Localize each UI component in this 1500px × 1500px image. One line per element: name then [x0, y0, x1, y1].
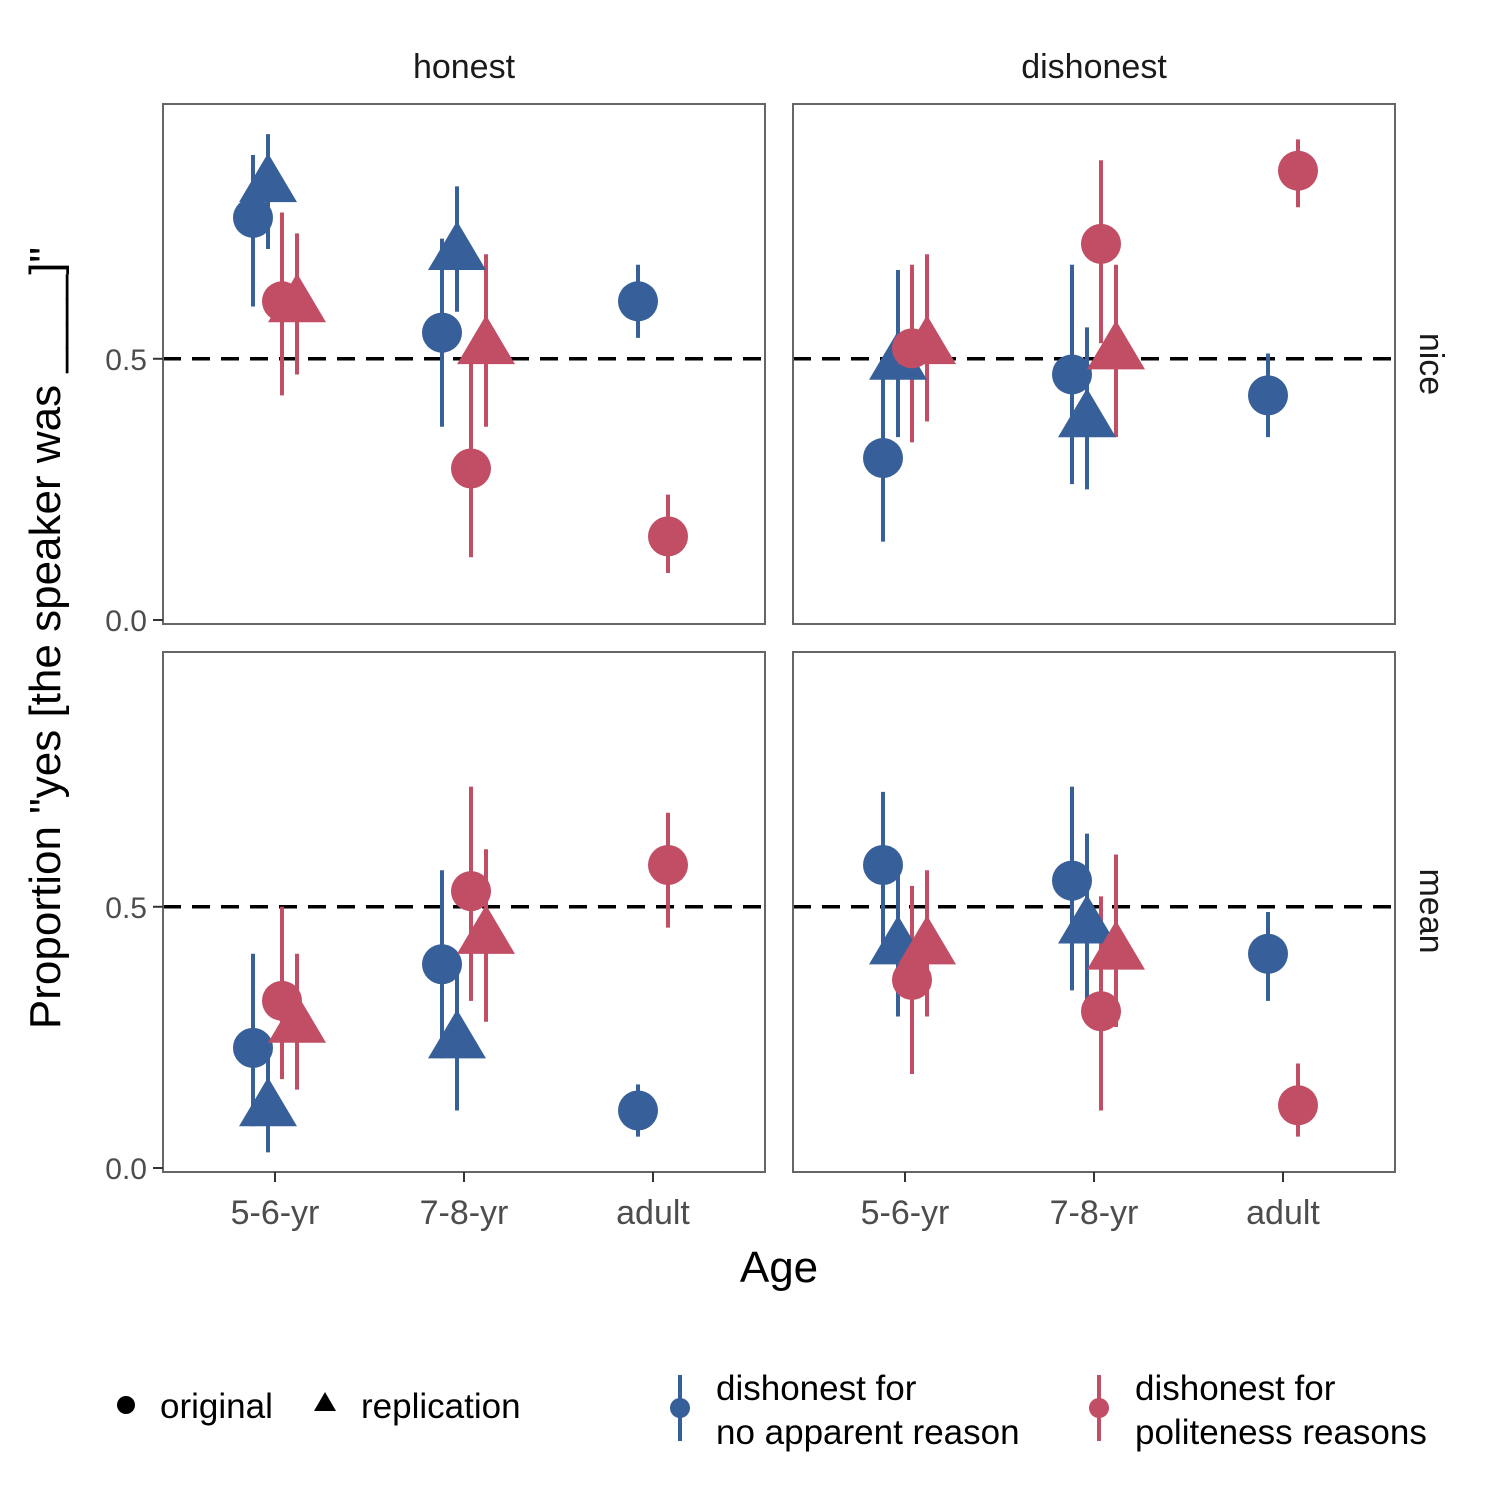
point-5-6-yr-np-original [233, 1027, 273, 1068]
x-axis-title: Age [740, 1243, 818, 1292]
x-tick-label-adult: adult [616, 1194, 690, 1232]
legend-circle-marker [117, 1396, 135, 1414]
legend-label-replication: replication [361, 1387, 521, 1426]
point-5-6-yr-pol-replication [268, 273, 326, 323]
point-5-6-yr-np-original [233, 197, 273, 238]
point-7-8-yr-np-replication [1058, 894, 1116, 944]
point-5-6-yr-pol-replication [268, 993, 326, 1043]
point-7-8-yr-np-original [1052, 860, 1092, 901]
point-adult-pol-original [1278, 150, 1318, 191]
panel-dishonest-nice [792, 103, 1396, 625]
panel-border [162, 103, 766, 625]
point-adult-np-original [618, 1090, 658, 1131]
y-axis-title: Proportion "yes [the speaker was ____]" [21, 247, 70, 1029]
point-7-8-yr-pol-original [1081, 223, 1121, 264]
point-5-6-yr-np-original [863, 438, 903, 479]
point-5-6-yr-pol-replication [898, 915, 956, 965]
point-7-8-yr-np-replication [428, 221, 486, 271]
point-5-6-yr-np-replication [239, 1077, 297, 1127]
point-7-8-yr-np-original [422, 944, 462, 985]
point-5-6-yr-np-replication [239, 153, 297, 203]
point-7-8-yr-pol-original [1081, 991, 1121, 1032]
legend-key-point-no-apparent-reason [670, 1398, 690, 1418]
legend-label-politeness-reasons-line2: politeness reasons [1135, 1413, 1427, 1452]
point-7-8-yr-pol-replication [457, 904, 515, 954]
ticks-layer: 0.0 0.5 0.0 0.5 5-6-yr 7-8-yr adult 5-6-yr 7-8-y… [105, 344, 1320, 1232]
panel-honest-mean [162, 651, 766, 1173]
point-adult-np-original [618, 281, 658, 322]
point-7-8-yr-pol-original [451, 871, 491, 912]
legend-triangle-marker [314, 1392, 336, 1411]
strip-label-honest: honest [413, 48, 516, 86]
legend-label-politeness-reasons-line1: dishonest for [1135, 1369, 1336, 1408]
strip-label-dishonest: dishonest [1021, 48, 1167, 86]
point-adult-pol-original [648, 844, 688, 885]
point-7-8-yr-np-original [422, 312, 462, 353]
y-tick-label: 0.5 [105, 892, 147, 925]
point-adult-np-original [1248, 933, 1288, 974]
strip-label-mean: mean [1412, 868, 1450, 953]
strip-label-nice: nice [1412, 333, 1450, 395]
point-adult-pol-original [648, 516, 688, 557]
panel-dishonest-mean [792, 651, 1396, 1173]
x-tick-label-5-6-yr: 5-6-yr [231, 1194, 320, 1232]
y-tick-label: 0.0 [105, 1153, 147, 1186]
x-tick-label-5-6-yr: 5-6-yr [861, 1194, 950, 1232]
legend-label-no-apparent-reason-line2: no apparent reason [716, 1413, 1020, 1452]
legend-label-original: original [160, 1387, 273, 1426]
x-tick-label-7-8-yr: 7-8-yr [1050, 1194, 1139, 1232]
y-tick-label: 0.0 [105, 605, 147, 638]
point-7-8-yr-np-original [1052, 354, 1092, 395]
point-adult-pol-original [1278, 1085, 1318, 1126]
point-5-6-yr-np-original [863, 844, 903, 885]
point-5-6-yr-pol-original [892, 959, 932, 1000]
x-tick-label-7-8-yr: 7-8-yr [420, 1194, 509, 1232]
point-7-8-yr-pol-replication [1087, 920, 1145, 970]
panels-layer [162, 103, 1396, 1173]
point-7-8-yr-np-replication [428, 1009, 486, 1059]
point-5-6-yr-pol-replication [898, 315, 956, 365]
point-7-8-yr-pol-replication [457, 315, 515, 365]
legend-label-no-apparent-reason-line1: dishonest for [716, 1369, 917, 1408]
x-tick-label-adult: adult [1246, 1194, 1320, 1232]
point-7-8-yr-pol-original [451, 448, 491, 489]
point-7-8-yr-pol-replication [1087, 320, 1145, 370]
point-7-8-yr-np-replication [1058, 388, 1116, 438]
legend: original replication dishonest for no ap… [117, 1369, 1427, 1452]
point-adult-np-original [1248, 375, 1288, 416]
legend-key-point-politeness-reasons [1089, 1398, 1109, 1418]
panel-border [792, 103, 1396, 625]
y-tick-label: 0.5 [105, 344, 147, 377]
panel-honest-nice [162, 103, 766, 625]
